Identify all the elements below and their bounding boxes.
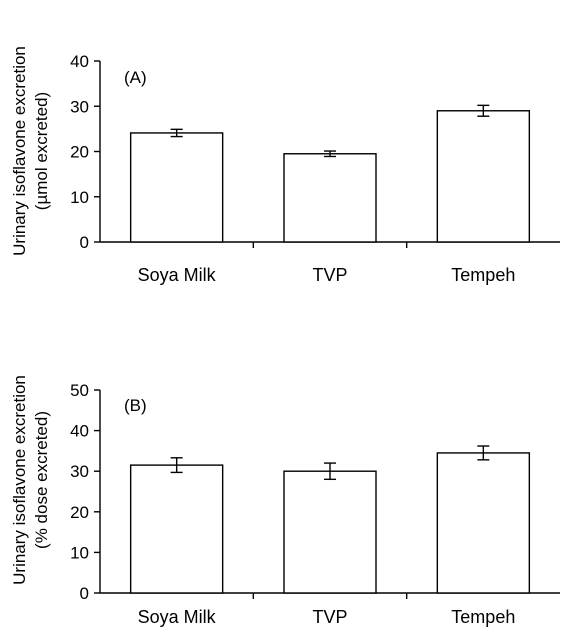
panel-a-bar xyxy=(436,110,531,243)
panel-a-category-labels: Soya Milk TVP Tempeh xyxy=(138,265,516,285)
panel-b-error-bars xyxy=(170,445,490,481)
panel-a-y-tick-label: 10 xyxy=(70,188,89,207)
panel-a-bar xyxy=(129,132,224,243)
panel-a-category-label: Soya Milk xyxy=(138,265,217,285)
panel-b-y-tick-label: 20 xyxy=(70,503,89,522)
panel-a-label: (A) xyxy=(124,68,147,87)
panel-a-y-tick-label: 20 xyxy=(70,143,89,162)
panel-b-category-labels: Soya Milk TVP Tempeh xyxy=(138,607,516,627)
panel-b-bar xyxy=(436,452,531,594)
panel-a-ylabel-line1: Urinary isoflavone excretion xyxy=(10,46,29,256)
panel-a-y-tick-label: 30 xyxy=(70,97,89,116)
panel-a-y-ticks: 0 10 20 30 40 xyxy=(70,52,100,252)
panel-b-y-tick-label: 50 xyxy=(70,381,89,400)
panel-b-y-tick-label: 10 xyxy=(70,543,89,562)
panel-b-category-label: Soya Milk xyxy=(138,607,217,627)
panel-a-ylabel-line2: (µmol excreted) xyxy=(32,92,51,210)
panel-b-category-label: TVP xyxy=(312,607,347,627)
panel-b-label: (B) xyxy=(124,396,147,415)
panel-a-category-label: TVP xyxy=(312,265,347,285)
panel-b-bars xyxy=(129,452,531,594)
panel-b-ylabel-line1: Urinary isoflavone excretion xyxy=(10,375,29,585)
panel-a-y-tick-label: 0 xyxy=(80,233,89,252)
panel-b-y-tick-label: 30 xyxy=(70,462,89,481)
panel-b-category-label: Tempeh xyxy=(451,607,515,627)
panel-a-category-label: Tempeh xyxy=(451,265,515,285)
panel-b-y-tick-label: 0 xyxy=(80,584,89,603)
panel-a-y-tick-label: 40 xyxy=(70,52,89,71)
panel-a-bars xyxy=(129,110,531,243)
panel-b-bar xyxy=(129,464,224,594)
chart-panel-a: Urinary isoflavone excretion (µmol excre… xyxy=(10,46,560,285)
panel-b-ylabel-line2: (% dose excreted) xyxy=(32,411,51,549)
panel-a-error-bars xyxy=(170,104,490,158)
panel-b-y-ticks: 0 10 20 30 40 50 xyxy=(70,381,100,603)
panel-b-y-tick-label: 40 xyxy=(70,422,89,441)
panel-a-bar xyxy=(283,153,377,243)
panel-b-bar xyxy=(283,470,377,594)
chart-panel-b: Urinary isoflavone excretion (% dose exc… xyxy=(10,375,560,627)
